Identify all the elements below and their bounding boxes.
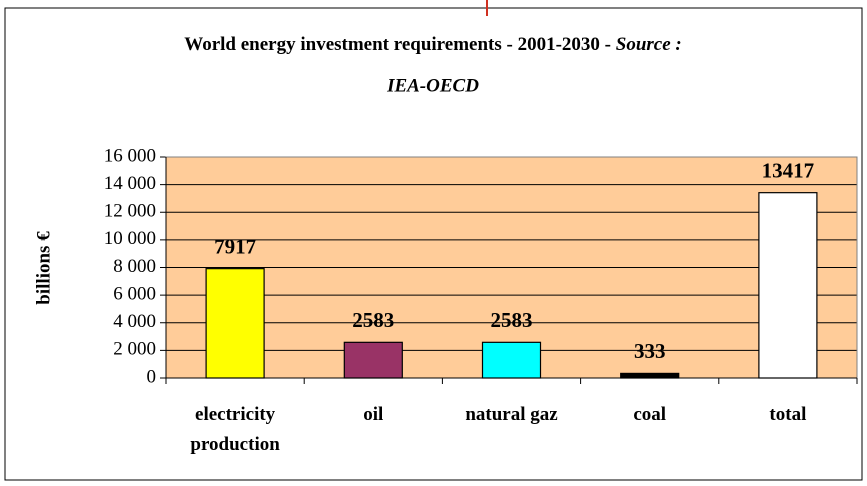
y-tick-label: 8 000 xyxy=(113,256,156,277)
y-tick-label: 12 000 xyxy=(104,201,156,222)
y-tick-label: 0 xyxy=(147,366,157,387)
bar xyxy=(343,341,403,379)
value-label: 2583 xyxy=(491,308,533,332)
value-label: 2583 xyxy=(352,308,394,332)
source: IEA-OECD xyxy=(386,75,479,96)
y-tick-label: 14 000 xyxy=(104,173,156,194)
y-tick-label: 10 000 xyxy=(104,228,156,249)
y-tick-label: 2 000 xyxy=(113,339,156,360)
bar xyxy=(758,192,818,379)
x-tick-label: total xyxy=(769,404,807,425)
x-tick-label: natural gaz xyxy=(465,404,558,425)
bar xyxy=(620,372,680,379)
value-label: 13417 xyxy=(762,158,815,182)
x-tick-label: electricity production xyxy=(190,404,280,455)
value-label: 7917 xyxy=(214,234,256,258)
y-tick-label: 6 000 xyxy=(113,283,156,304)
chart-title: World energy investment requirements - 2… xyxy=(184,34,681,55)
x-tick-label: oil xyxy=(363,404,384,425)
bar xyxy=(481,341,542,379)
y-tick-label: 4 000 xyxy=(113,311,156,332)
y-axis-label: billions € xyxy=(33,231,54,305)
title-text: World energy investment requirements - 2… xyxy=(184,34,611,55)
value-label: 333 xyxy=(634,339,666,363)
bar xyxy=(205,268,265,379)
x-tick-label: coal xyxy=(633,404,667,425)
source-first: Source : xyxy=(616,34,682,55)
y-tick-label: 16 000 xyxy=(104,145,156,166)
